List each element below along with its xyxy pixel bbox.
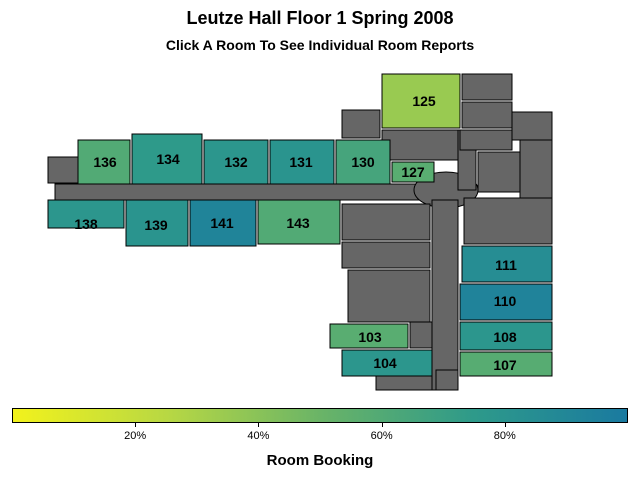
misc-room [409, 321, 433, 349]
misc-room [519, 139, 553, 199]
colorbar-tick-label: 20% [124, 430, 147, 442]
room-labels-layer: 125 136 134 132 131 130 127 138 139 141 143 111 110 1… [74, 93, 517, 373]
central-corridor [431, 199, 459, 391]
colorbar-tick [258, 423, 260, 427]
misc-room [435, 369, 459, 391]
misc-room [511, 111, 553, 141]
room-label-125[interactable]: 125 [412, 93, 436, 109]
room-booking-colorbar [12, 408, 628, 423]
page-title: Leutze Hall Floor 1 Spring 2008 [186, 8, 454, 28]
misc-room [341, 109, 381, 139]
misc-room [341, 203, 431, 241]
room-111[interactable] [461, 245, 553, 283]
room-103[interactable] [329, 323, 409, 349]
room-label-139[interactable]: 139 [144, 217, 168, 233]
page-subtitle: Click A Room To See Individual Room Repo… [165, 37, 475, 53]
misc-room [463, 197, 553, 245]
colorbar-tick [135, 423, 137, 427]
room-108[interactable] [459, 321, 553, 351]
colorbar-tick [504, 423, 506, 427]
room-label-134[interactable]: 134 [156, 151, 180, 167]
room-label-143[interactable]: 143 [286, 215, 310, 231]
room-132[interactable] [203, 139, 269, 185]
room-104[interactable] [341, 349, 433, 377]
room-139[interactable] [125, 199, 189, 247]
room-125[interactable] [381, 73, 461, 129]
colorbar-label: Room Booking [266, 452, 374, 469]
misc-room [477, 151, 521, 193]
room-130[interactable] [335, 139, 391, 185]
room-label-136[interactable]: 136 [93, 154, 117, 170]
misc-room [461, 101, 513, 129]
west-corridor [54, 183, 426, 201]
room-label-107[interactable]: 107 [493, 357, 517, 373]
room-label-104[interactable]: 104 [373, 355, 397, 371]
utility-room [47, 156, 79, 184]
colorbar-tick-label: 40% [247, 430, 270, 442]
rooms-layer [47, 73, 553, 377]
room-label-130[interactable]: 130 [351, 154, 375, 170]
room-label-103[interactable]: 103 [358, 329, 382, 345]
room-136[interactable] [77, 139, 131, 185]
room-143[interactable] [257, 199, 341, 245]
room-label-127[interactable]: 127 [401, 164, 425, 180]
room-110[interactable] [459, 283, 553, 321]
room-label-138[interactable]: 138 [74, 216, 98, 232]
misc-room [347, 269, 431, 323]
room-138[interactable] [47, 199, 125, 229]
room-label-132[interactable]: 132 [224, 154, 248, 170]
room-134[interactable] [131, 133, 203, 185]
misc-room [459, 129, 513, 151]
room-label-141[interactable]: 141 [210, 215, 234, 231]
room-label-131[interactable]: 131 [289, 154, 313, 170]
colorbar-tick-label: 60% [370, 430, 393, 442]
room-127[interactable] [391, 161, 435, 183]
room-141[interactable] [189, 199, 257, 247]
room-label-108[interactable]: 108 [493, 329, 517, 345]
misc-room [461, 73, 513, 101]
room-label-110[interactable]: 110 [494, 293, 517, 309]
room-label-111[interactable]: 111 [495, 257, 517, 273]
room-107[interactable] [459, 351, 553, 377]
colorbar-tick-label: 80% [493, 430, 516, 442]
colorbar-tick [381, 423, 383, 427]
floor-plan-map: 125 136 134 132 131 130 127 138 139 141 143 111 110 1… [47, 73, 553, 391]
room-131[interactable] [269, 139, 335, 185]
misc-room [341, 241, 431, 269]
misc-room [381, 129, 459, 161]
